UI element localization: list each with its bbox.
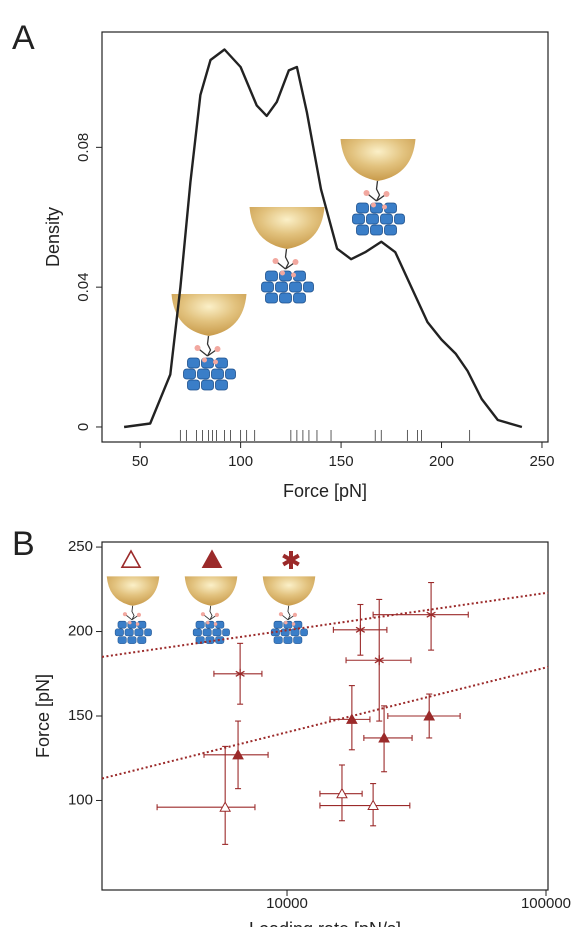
x-tick-label: 100000 xyxy=(521,895,571,912)
x-tick-label: 10000 xyxy=(266,895,308,912)
marker xyxy=(355,624,366,635)
illustration xyxy=(184,575,238,645)
marker xyxy=(336,787,348,799)
marker-stroke xyxy=(282,553,300,567)
illustration xyxy=(262,575,316,645)
illustration xyxy=(340,138,416,236)
x-axis-title: Force [pN] xyxy=(283,481,367,501)
illustration xyxy=(171,293,247,391)
density-curve xyxy=(123,48,523,429)
y-tick-label: 0.08 xyxy=(75,133,92,162)
y-axis-title: Density xyxy=(43,207,63,267)
y-tick-label: 250 xyxy=(68,538,93,555)
marker xyxy=(423,709,436,721)
x-tick-label: 150 xyxy=(329,453,354,470)
y-tick-label: 0.04 xyxy=(75,273,92,302)
plot-frame xyxy=(101,31,549,443)
legend-marker xyxy=(120,549,142,569)
plot-frame xyxy=(101,541,549,891)
panel-label: A xyxy=(12,19,35,57)
illustration xyxy=(106,575,160,645)
x-tick-label: 200 xyxy=(429,453,454,470)
y-tick-label: 100 xyxy=(68,791,93,808)
fit-line xyxy=(101,591,549,658)
y-axis-title: Force [pN] xyxy=(33,674,53,758)
x-tick-label: 100 xyxy=(228,453,253,470)
marker xyxy=(367,799,379,811)
marker-stroke xyxy=(355,626,366,633)
marker xyxy=(426,609,436,620)
y-tick-label: 200 xyxy=(68,623,93,640)
panel-label: B xyxy=(12,525,35,563)
y-tick-label: 150 xyxy=(68,707,93,724)
fit-line xyxy=(101,666,549,780)
marker xyxy=(346,713,358,724)
x-tick-label: 50 xyxy=(132,453,149,470)
y-tick-label: 0 xyxy=(75,423,92,431)
marker-stroke xyxy=(426,611,436,618)
marker xyxy=(378,731,390,743)
marker-stroke xyxy=(235,670,245,677)
illustration xyxy=(249,206,325,304)
x-axis-title: Loading rate [pN/s] xyxy=(249,919,401,927)
marker xyxy=(232,748,244,760)
marker xyxy=(374,655,384,666)
marker xyxy=(219,801,232,812)
x-tick-label: 250 xyxy=(529,453,554,470)
legend-marker xyxy=(201,549,223,569)
legend-marker xyxy=(282,551,300,569)
marker xyxy=(235,668,245,679)
marker-stroke xyxy=(374,657,384,664)
